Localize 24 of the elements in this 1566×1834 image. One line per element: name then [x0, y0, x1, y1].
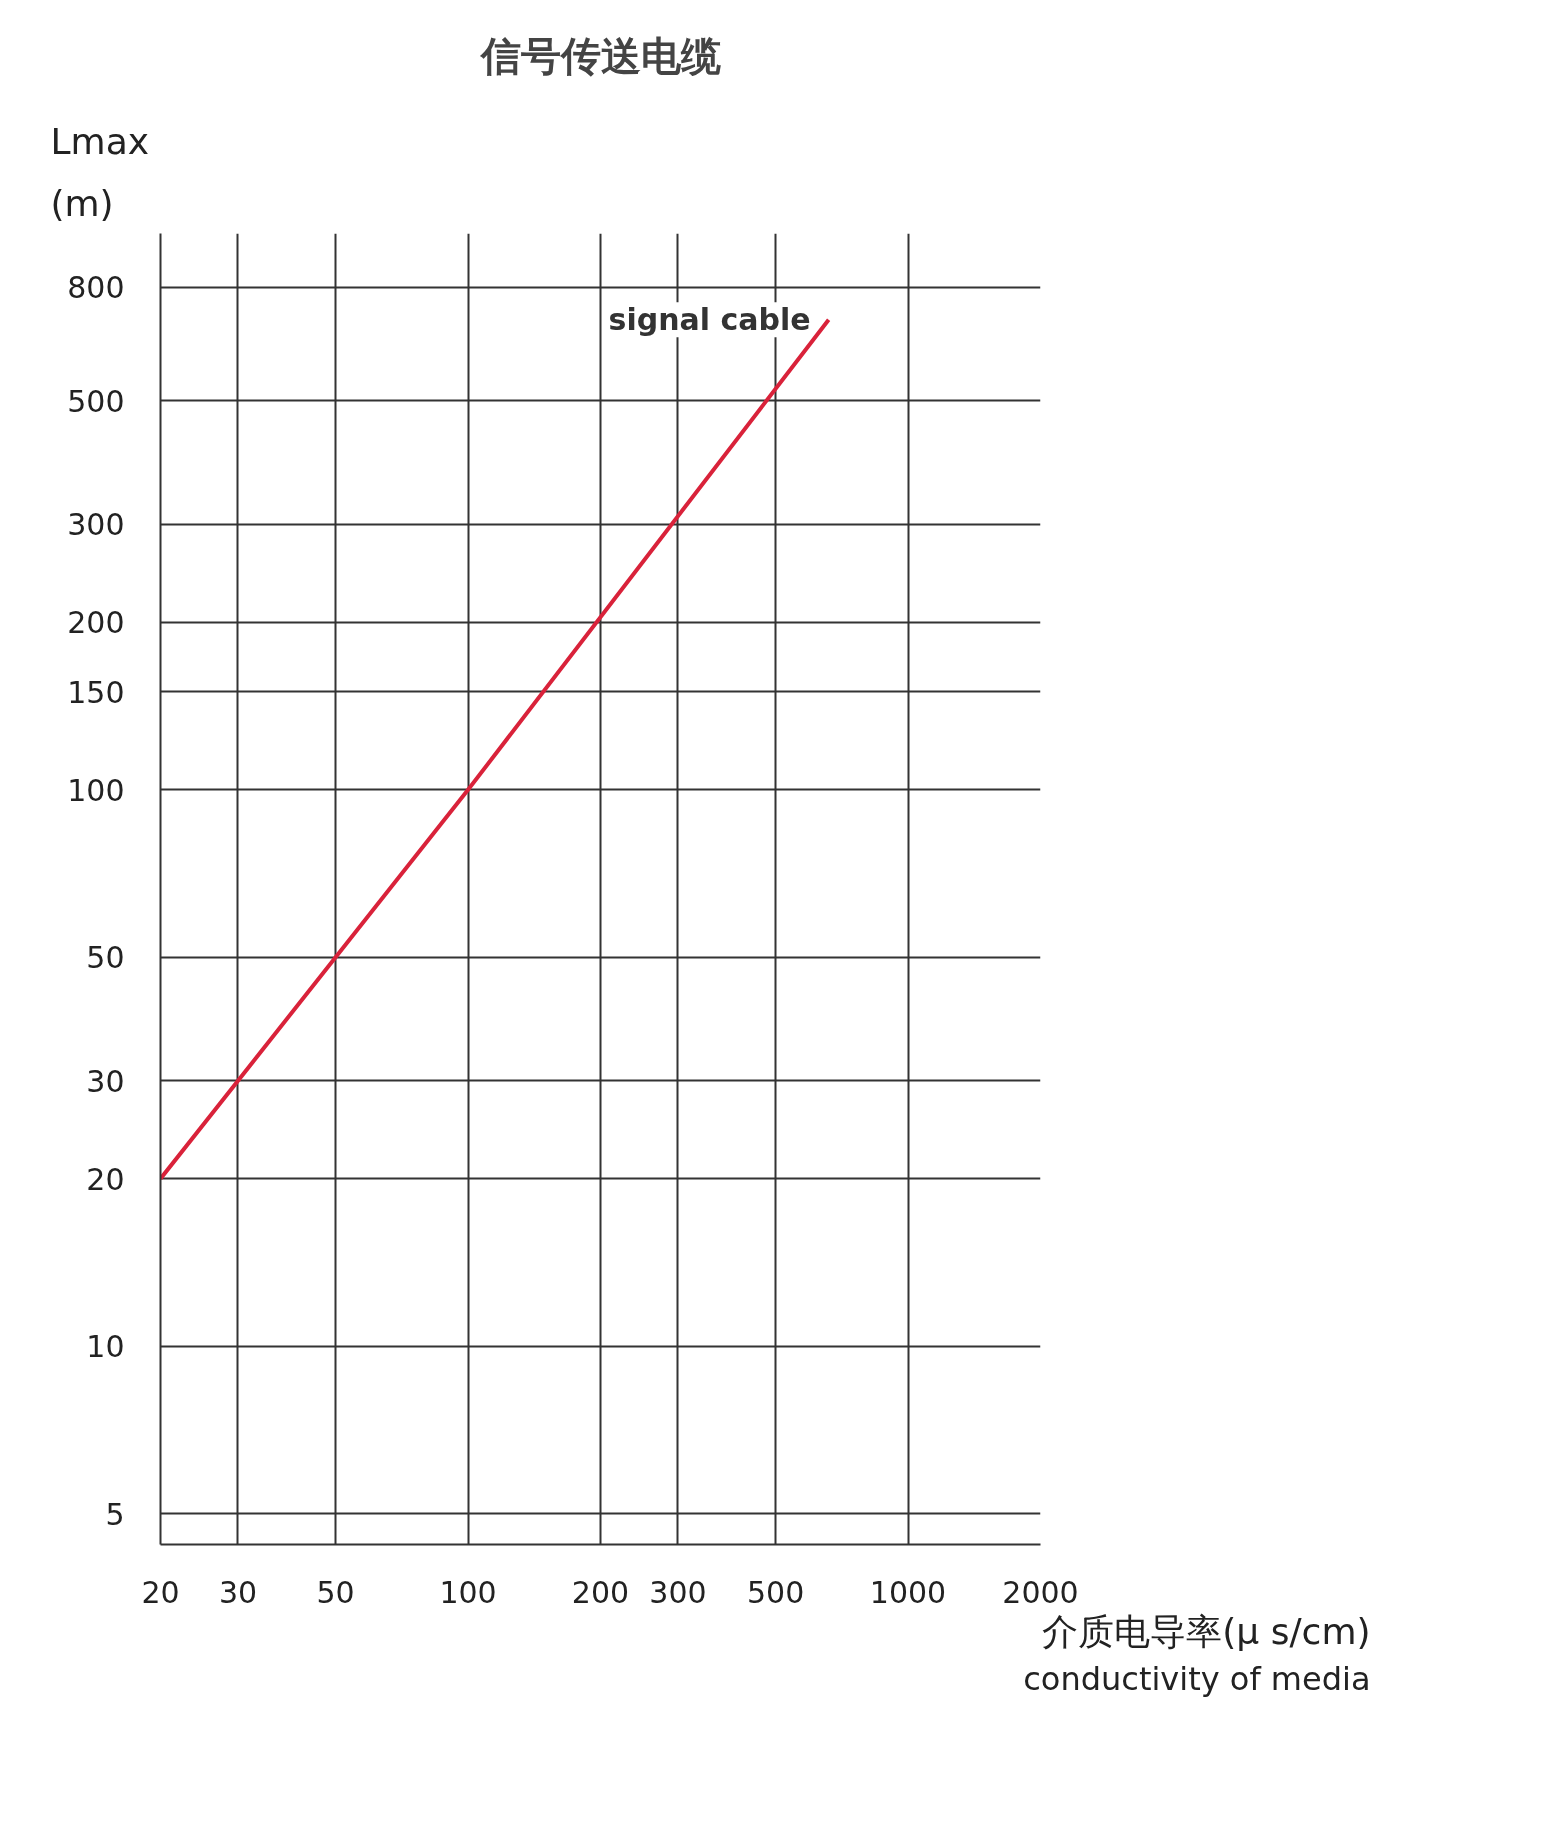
y-tick-label: 100: [67, 772, 125, 808]
x-tick-label: 2000: [1002, 1574, 1079, 1610]
chart-title: 信号传送电缆: [478, 32, 721, 79]
y-tick-label: 30: [86, 1063, 125, 1099]
x-tick-label: 50: [316, 1574, 355, 1610]
x-tick-label: 20: [141, 1574, 180, 1610]
y-tick-label: 800: [67, 270, 125, 306]
x-tick-label: 500: [746, 1574, 805, 1610]
x-tick-label: 100: [439, 1574, 497, 1610]
y-axis-title: Lmax (m): [50, 121, 149, 224]
x-axis-title: 介质电导率(μ s/cm) conductivity of media: [1023, 1610, 1371, 1698]
annotation: signal cable: [608, 302, 811, 338]
y-tick-label: 200: [67, 605, 125, 641]
x-tick-label: 30: [218, 1574, 258, 1610]
y-tick-label: 5: [105, 1496, 125, 1532]
y-tick-label: 500: [67, 383, 125, 419]
y-tick-label: 10: [86, 1329, 125, 1365]
y-tick-label: 50: [86, 940, 125, 976]
x-tick-label: 200: [571, 1574, 630, 1610]
x-tick-label: 300: [649, 1574, 707, 1610]
y-tick-label: 150: [67, 674, 125, 710]
x-tick-label: 1000: [869, 1574, 947, 1610]
y-tick-label: 300: [67, 507, 125, 543]
y-tick-label: 20: [86, 1161, 125, 1197]
